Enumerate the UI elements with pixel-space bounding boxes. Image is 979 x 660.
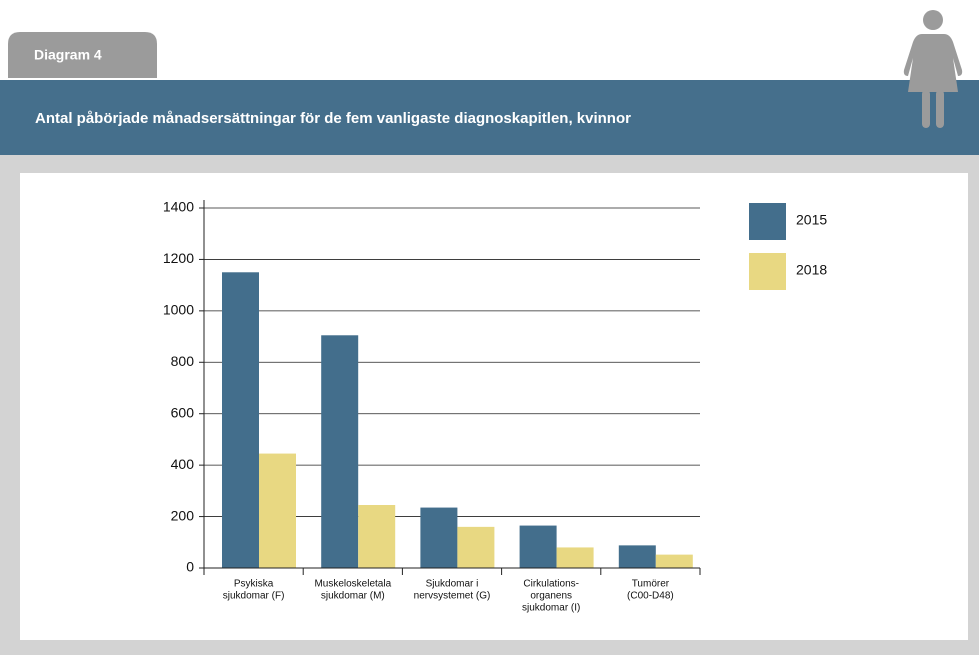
y-tick-label: 1400 <box>163 199 194 215</box>
y-tick-label: 400 <box>171 456 195 472</box>
header-band <box>0 80 979 155</box>
bar <box>259 453 296 568</box>
bar <box>457 526 495 568</box>
y-tick-label: 200 <box>171 507 195 523</box>
x-tick-label: organens <box>530 591 572 602</box>
y-tick-label: 600 <box>171 404 195 420</box>
legend-label: 2018 <box>796 262 827 278</box>
tab-label: Diagram 4 <box>34 47 102 63</box>
x-tick-label: (C00-D48) <box>627 591 674 602</box>
bar <box>556 547 594 568</box>
chart-panel <box>20 173 968 640</box>
x-tick-label: nervsystemet (G) <box>414 591 491 602</box>
x-tick-label: Muskeloskeletala <box>314 579 391 590</box>
tab <box>8 32 157 78</box>
x-tick-label: Cirkulations- <box>523 579 579 590</box>
x-tick-label: Sjukdomar i <box>426 579 479 590</box>
bar <box>420 507 458 568</box>
bar <box>321 335 359 568</box>
bar <box>222 272 259 568</box>
female-icon <box>903 10 963 128</box>
bar <box>519 525 557 568</box>
chart-title: Antal påbörjade månadsersättningar för d… <box>35 110 631 127</box>
bar <box>618 545 656 568</box>
x-tick-label: sjukdomar (M) <box>321 591 385 602</box>
legend-swatch <box>749 253 786 290</box>
bar <box>655 554 693 568</box>
y-tick-label: 1200 <box>163 250 194 266</box>
bar <box>358 505 396 568</box>
y-tick-label: 0 <box>186 559 194 575</box>
x-tick-label: Tumörer <box>632 579 670 590</box>
x-tick-label: sjukdomar (F) <box>223 591 285 602</box>
y-tick-label: 800 <box>171 353 195 369</box>
legend-label: 2015 <box>796 212 827 228</box>
x-tick-label: sjukdomar (I) <box>522 603 580 614</box>
y-tick-label: 1000 <box>163 302 194 318</box>
x-tick-label: Psykiska <box>234 579 274 590</box>
legend-swatch <box>749 203 786 240</box>
